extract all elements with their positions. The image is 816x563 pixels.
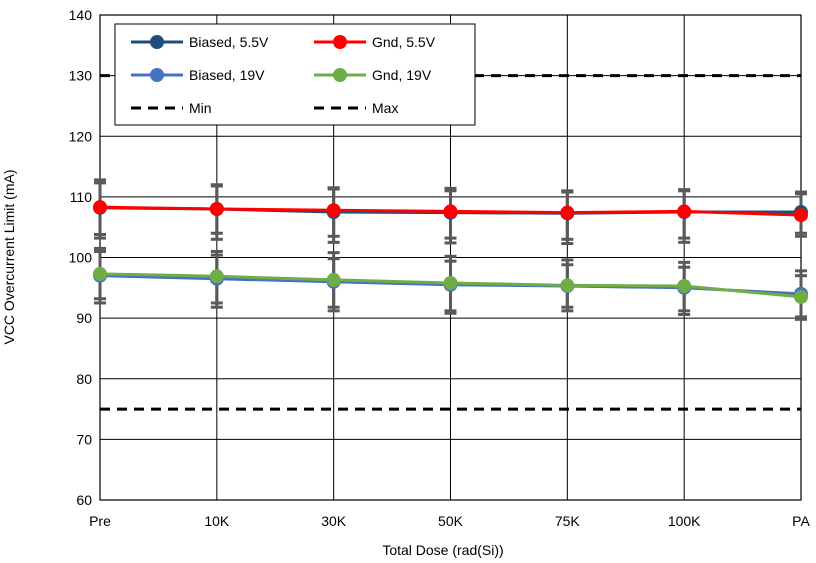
legend-label-gnd-5-5v: Gnd, 5.5V	[372, 34, 436, 50]
legend-label-min: Min	[189, 100, 212, 116]
x-tick-75k: 75K	[555, 513, 581, 529]
x-tick-labels: Pre 10K 30K 50K 75K 100K PA	[89, 513, 810, 529]
y-tick-140: 140	[69, 7, 93, 23]
y-tick-100: 100	[69, 250, 93, 266]
x-tick-pa: PA	[792, 513, 810, 529]
y-tick-90: 90	[76, 310, 92, 326]
x-tick-50k: 50K	[438, 513, 464, 529]
point-gnd-19v-pa	[794, 289, 808, 304]
point-gnd-5-5v-pa	[794, 208, 808, 223]
x-axis-title: Total Dose (rad(Si))	[382, 542, 503, 558]
point-gnd-19v-50k	[443, 275, 458, 290]
legend: Biased, 5.5V Gnd, 5.5V Biased, 19V Gnd, 19V…	[114, 23, 476, 126]
y-tick-80: 80	[76, 371, 92, 387]
reference-lines	[100, 74, 801, 411]
x-tick-100k: 100K	[668, 513, 701, 529]
point-gnd-5-5v-pre	[93, 200, 107, 215]
legend-item-gnd-5-5v: Gnd, 5.5V	[314, 34, 436, 50]
legend-item-biased-19v: Biased, 19V	[131, 67, 265, 83]
y-tick-110: 110	[70, 189, 93, 205]
y-tick-60: 60	[76, 492, 92, 508]
legend-label-biased-5-5v: Biased, 5.5V	[189, 34, 269, 50]
x-tick-30k: 30K	[321, 513, 347, 529]
point-gnd-19v-10k	[209, 269, 224, 284]
legend-label-gnd-19v: Gnd, 19V	[372, 67, 432, 83]
point-gnd-19v-100k	[677, 278, 692, 293]
legend-label-biased-19v: Biased, 19V	[189, 67, 265, 83]
x-tick-10k: 10K	[204, 513, 230, 529]
legend-label-max: Max	[372, 100, 398, 116]
point-gnd-19v-75k	[560, 278, 575, 293]
legend-item-gnd-19v: Gnd, 19V	[314, 67, 432, 83]
y-tick-labels: 60 70 80 90 100 110 120 130 140	[69, 7, 93, 508]
x-tick-pre: Pre	[89, 513, 111, 529]
point-gnd-5-5v-30k	[326, 203, 341, 218]
point-gnd-5-5v-10k	[209, 202, 224, 216]
point-gnd-19v-30k	[326, 272, 341, 287]
y-tick-70: 70	[76, 431, 92, 447]
point-gnd-5-5v-100k	[677, 204, 692, 219]
point-gnd-5-5v-50k	[443, 204, 458, 219]
legend-item-min: Min	[131, 100, 212, 116]
point-gnd-19v-pre	[93, 266, 107, 281]
legend-item-max: Max	[314, 100, 398, 116]
legend-item-biased-5-5v: Biased, 5.5V	[131, 34, 269, 50]
y-tick-130: 130	[69, 68, 93, 84]
series-markers	[93, 200, 808, 304]
point-gnd-5-5v-75k	[560, 205, 575, 220]
y-tick-120: 120	[69, 128, 93, 144]
y-axis-title: VCC Overcurrent Limit (mA)	[1, 169, 17, 344]
